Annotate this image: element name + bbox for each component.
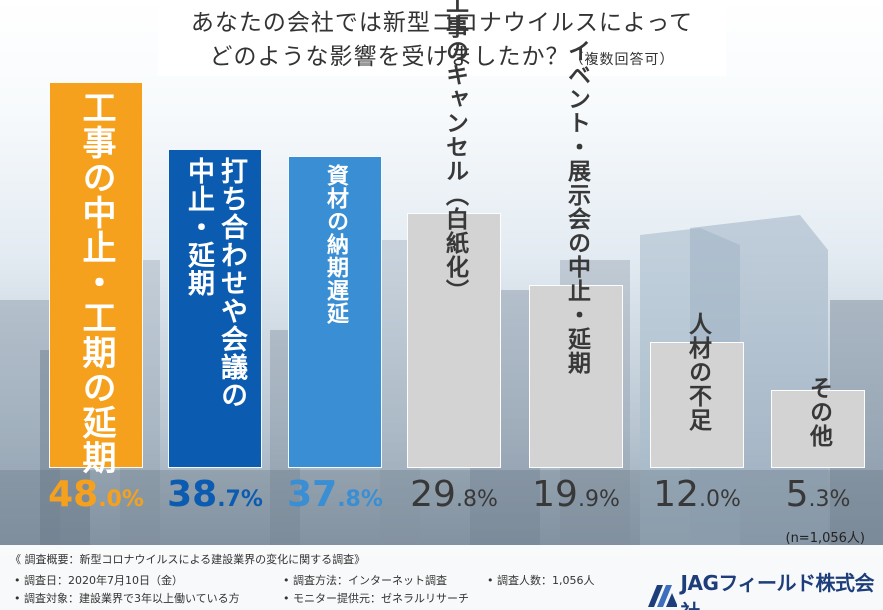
- bar-value-int-2: 38: [167, 474, 218, 515]
- chart-title-line1: あなたの会社では新型コロナウイルスによって: [190, 10, 694, 36]
- bar-value-int-7: 5: [785, 474, 809, 515]
- bar-label-1: 工事の中止・工期の延期: [76, 90, 116, 476]
- bar-label-3: 資材の納期遅延: [323, 163, 348, 325]
- bar-label-2: 打ち合わせや会議の 中止・延期: [183, 157, 247, 410]
- bar-label-5: イベント・展示会の中止・延期: [563, 38, 590, 375]
- bar-value-int-5: 19: [532, 474, 578, 515]
- bar-value-7: 5.3%: [761, 474, 875, 524]
- bar-value-dec-7: .3%: [808, 487, 851, 512]
- sample-size-note: (n=1,056人): [785, 531, 866, 546]
- bar-3: [288, 155, 382, 468]
- bar-value-int-6: 12: [653, 474, 699, 515]
- survey-monitor: • モニター提供元：ゼネラルリサーチ: [283, 592, 469, 605]
- chart-title-line2: どのような影響を受けましたか？（複数回答可）: [158, 40, 726, 77]
- bar-value-6: 12.0%: [640, 474, 754, 524]
- bar-value-dec-5: .9%: [577, 487, 620, 512]
- bar-value-3: 37.8%: [278, 474, 392, 524]
- bar-6: [650, 341, 744, 468]
- survey-count: • 調査人数：1,056人: [487, 574, 595, 587]
- bar-value-dec-1: .0%: [98, 487, 144, 512]
- survey-date: • 調査日：2020年7月10日（金）: [14, 574, 183, 587]
- bar-label-7: その他: [805, 375, 832, 448]
- survey-footer: 《 調査概要：新型コロナウイルスによる建設業界の変化に関する調査》 • 調査日：…: [0, 545, 883, 610]
- company-name: JAGフィールド株式会社: [680, 571, 875, 610]
- company-logo: JAGフィールド株式会社: [648, 567, 883, 610]
- bar-label-6: 人材の不足: [684, 311, 711, 432]
- bar-value-dec-6: .0%: [698, 487, 741, 512]
- bar-value-4: 29.8%: [397, 474, 511, 524]
- bar-value-int-1: 48: [48, 474, 99, 515]
- bar-value-dec-4: .8%: [455, 487, 498, 512]
- survey-heading: 《 調査概要：新型コロナウイルスによる建設業界の変化に関する調査》: [10, 553, 366, 566]
- bar-value-5: 19.9%: [519, 474, 633, 524]
- jag-logo-icon: [648, 585, 677, 607]
- bar-7: [771, 389, 865, 468]
- bar-label-4: 工事のキャンセル（白紙化）: [441, 0, 468, 304]
- bar-value-2: 38.7%: [158, 474, 272, 524]
- survey-method: • 調査方法：インターネット調査: [283, 574, 447, 587]
- bar-value-1: 48.0%: [39, 474, 153, 524]
- chart-title-box: あなたの会社では新型コロナウイルスによって どのような影響を受けましたか？（複数…: [158, 4, 726, 76]
- bar-1: [49, 82, 143, 468]
- chart-title-note: （複数回答可）: [569, 52, 675, 68]
- bar-value-dec-3: .8%: [337, 487, 383, 512]
- bar-value-dec-2: .7%: [217, 487, 263, 512]
- bar-value-int-3: 37: [287, 474, 338, 515]
- bar-5: [529, 284, 623, 468]
- bar-2: [168, 149, 262, 468]
- survey-target: • 調査対象：建設業界で3年以上働いている方: [14, 592, 240, 605]
- chart-title-line2-text: どのような影響を受けましたか？: [209, 44, 570, 70]
- bar-value-int-4: 29: [410, 474, 456, 515]
- bar-4: [407, 213, 501, 468]
